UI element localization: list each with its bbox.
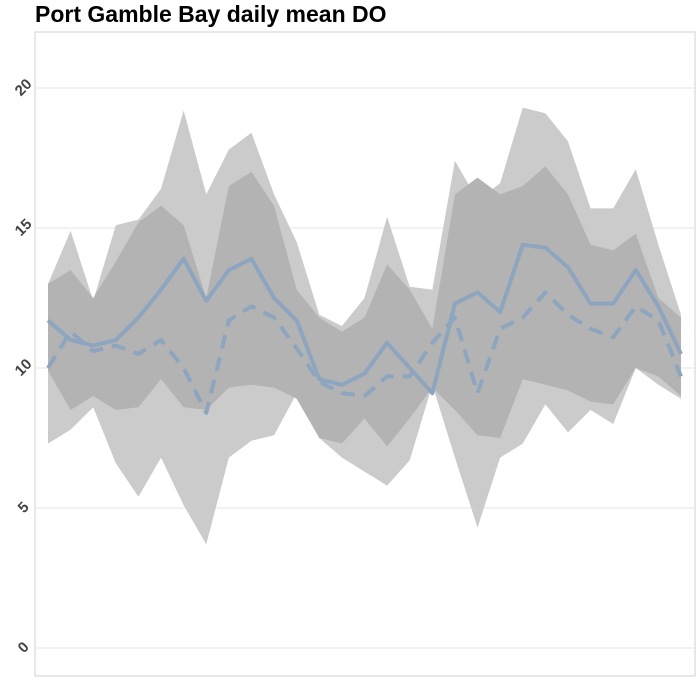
range-band (48, 166, 681, 447)
y-tick-label: 5 (15, 499, 33, 517)
y-tick-label: 20 (12, 76, 36, 100)
y-tick-label: 15 (12, 216, 36, 240)
y-tick-label: 0 (15, 639, 33, 657)
y-tick-label: 10 (12, 356, 36, 380)
line (46, 290, 683, 415)
line (46, 242, 683, 396)
chart-title: Port Gamble Bay daily mean DO (35, 1, 387, 27)
